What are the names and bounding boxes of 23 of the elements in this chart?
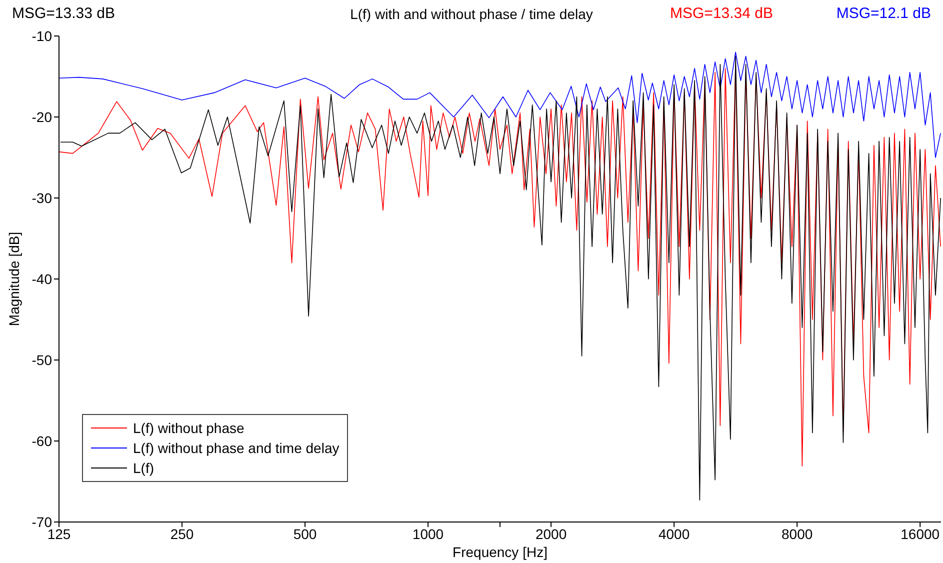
legend-label: L(f) without phase and time delay [133, 440, 340, 456]
text: MSG=13.33 dB [12, 5, 115, 22]
x-tick-label: 8000 [782, 526, 813, 542]
y-tick-label: -40 [32, 270, 52, 287]
y-tick-label: -10 [32, 28, 52, 44]
chart-title: L(f) with and without phase / time delay [350, 6, 593, 22]
x-tick-label: 250 [170, 526, 194, 542]
legend-label: L(f) [133, 460, 154, 476]
x-tick-label: 1000 [412, 526, 444, 542]
y-tick-label: -70 [32, 514, 52, 530]
text: MSG=12.1 dB [836, 5, 931, 22]
x-tick-label: 16000 [900, 526, 940, 542]
x-axis-title: Frequency [Hz] [452, 544, 548, 560]
y-tick-label: -20 [32, 108, 52, 125]
y-tick-label: -60 [32, 432, 52, 449]
y-tick-label: -50 [32, 352, 52, 368]
x-tick-label: 4000 [658, 526, 690, 542]
x-tick-label: 2000 [535, 526, 567, 542]
x-tick-label: 500 [293, 526, 317, 542]
y-tick-label: -30 [32, 190, 52, 206]
legend-label: L(f) without phase [133, 420, 244, 436]
text: MSG=13.34 dB [670, 5, 773, 22]
y-axis-title: Magnitude [dB] [6, 232, 22, 326]
